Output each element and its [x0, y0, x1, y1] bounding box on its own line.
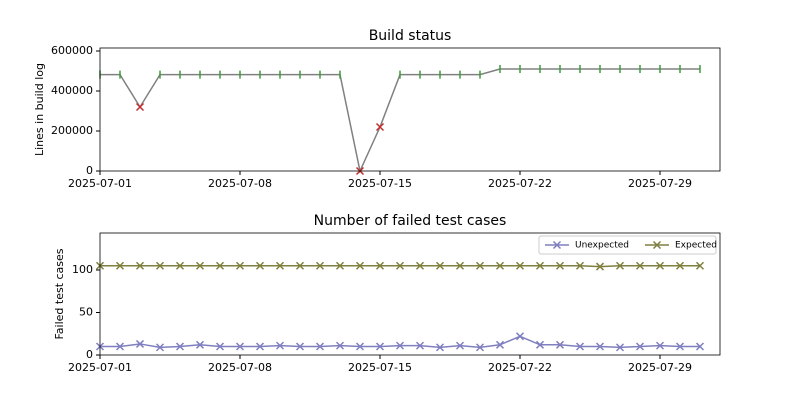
y-tick-label: 200000: [51, 124, 93, 137]
x-tick-label: 2025-07-08: [208, 361, 272, 374]
data-point: [315, 261, 325, 270]
data-point: [595, 262, 605, 271]
data-point: [675, 261, 685, 270]
data-point: [375, 122, 385, 132]
x-tick-label: 2025-07-22: [488, 177, 552, 190]
data-point: [355, 342, 365, 351]
data-point: [475, 343, 485, 352]
data-point: [515, 332, 525, 341]
legend-marker: [652, 240, 662, 250]
data-point: [415, 261, 425, 270]
data-point: [195, 340, 205, 349]
data-point: [495, 340, 505, 349]
data-point: [335, 341, 345, 350]
data-point: [615, 343, 625, 352]
data-point: [215, 261, 225, 270]
y-tick-label: 100: [72, 263, 93, 276]
data-point: [475, 261, 485, 270]
data-point: [535, 340, 545, 349]
data-point: [255, 261, 265, 270]
data-point: [455, 261, 465, 270]
data-point: [455, 341, 465, 350]
data-point: [415, 341, 425, 350]
data-point: [115, 342, 125, 351]
data-point: [215, 342, 225, 351]
data-point: [655, 261, 665, 270]
data-point: [575, 261, 585, 270]
data-point: [655, 341, 665, 350]
plot-frame: [99, 232, 721, 356]
data-point: [115, 261, 125, 270]
data-point: [495, 261, 505, 270]
data-point: [135, 339, 145, 348]
data-point: [275, 261, 285, 270]
x-tick-label: 2025-07-08: [208, 177, 272, 190]
data-point: [595, 342, 605, 351]
x-tick-label: 2025-07-01: [68, 177, 132, 190]
x-tick-label: 2025-07-22: [488, 361, 552, 374]
data-point: [695, 261, 705, 270]
x-tick-label: 2025-07-15: [348, 361, 412, 374]
data-point: [315, 342, 325, 351]
data-point: [335, 261, 345, 270]
chart-title: Build status: [369, 28, 452, 44]
x-tick-label: 2025-07-15: [348, 177, 412, 190]
data-point: [435, 261, 445, 270]
y-axis-label: Failed test cases: [53, 248, 66, 339]
data-point: [235, 342, 245, 351]
data-point: [555, 340, 565, 349]
data-point: [435, 343, 445, 352]
data-point: [195, 261, 205, 270]
y-tick-label: 0: [86, 348, 93, 361]
data-point: [375, 342, 385, 351]
data-point: [235, 261, 245, 270]
data-point: [615, 261, 625, 270]
x-tick-label: 2025-07-29: [628, 361, 692, 374]
data-point: [695, 342, 705, 351]
data-point: [575, 342, 585, 351]
data-point: [155, 261, 165, 270]
data-point: [515, 261, 525, 270]
y-axis-label: Lines in build log: [33, 63, 46, 156]
data-point: [675, 342, 685, 351]
legend-marker: [552, 240, 562, 250]
data-point: [635, 261, 645, 270]
data-point: [355, 261, 365, 270]
data-point: [255, 342, 265, 351]
data-point: [295, 261, 305, 270]
data-point: [275, 341, 285, 350]
chart-title: Number of failed test cases: [314, 213, 507, 229]
y-tick-label: 0: [86, 164, 93, 177]
data-point: [175, 342, 185, 351]
legend-label: Expected: [675, 241, 717, 251]
data-point: [155, 343, 165, 352]
series-line: [100, 68, 700, 174]
data-point: [535, 261, 545, 270]
data-point: [135, 261, 145, 270]
data-point: [555, 261, 565, 270]
data-point: [375, 261, 385, 270]
y-tick-label: 50: [79, 305, 93, 318]
legend-box: [538, 235, 717, 255]
plot-frame: [99, 47, 721, 172]
data-point: [395, 341, 405, 350]
y-tick-label: 600000: [51, 44, 93, 57]
data-point: [295, 342, 305, 351]
x-tick-label: 2025-07-01: [68, 361, 132, 374]
data-point: [395, 261, 405, 270]
data-point: [175, 261, 185, 270]
legend-label: Unexpected: [575, 241, 629, 251]
data-point: [635, 342, 645, 351]
data-point: [135, 102, 145, 112]
x-tick-label: 2025-07-29: [628, 177, 692, 190]
y-tick-label: 400000: [51, 84, 93, 97]
